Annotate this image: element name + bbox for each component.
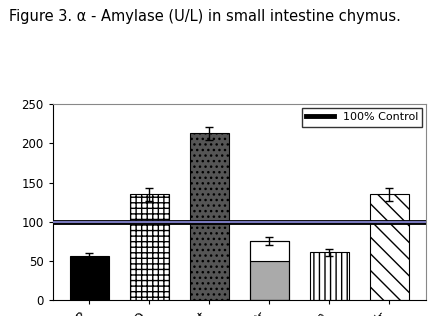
Bar bbox=[129, 194, 168, 300]
Bar bbox=[249, 241, 288, 261]
Legend: 100% Control: 100% Control bbox=[301, 108, 421, 126]
Bar bbox=[70, 256, 109, 300]
Bar bbox=[369, 194, 408, 300]
Bar bbox=[309, 252, 348, 300]
Text: Figure 3. α - Amylase (U/L) in small intestine chymus.: Figure 3. α - Amylase (U/L) in small int… bbox=[9, 9, 400, 24]
Bar bbox=[189, 133, 228, 300]
Bar bbox=[249, 261, 288, 300]
Bar bbox=[249, 241, 288, 300]
